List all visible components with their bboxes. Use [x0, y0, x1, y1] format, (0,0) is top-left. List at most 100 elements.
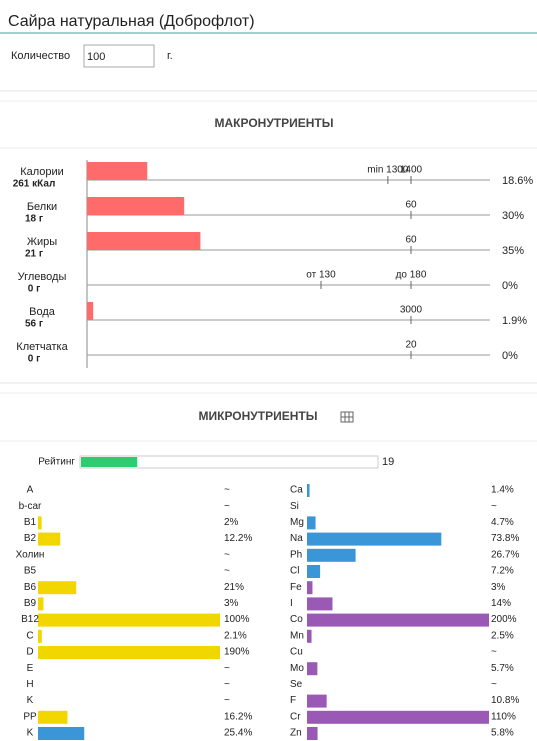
micro-name: Na — [290, 533, 303, 544]
micro-label: ~ — [224, 566, 230, 577]
percent-label: 1.9% — [502, 315, 527, 327]
micro-name: Si — [290, 501, 299, 512]
micro-label: 1.4% — [491, 485, 514, 496]
micro-bar — [38, 597, 44, 611]
micro-name: Mg — [290, 517, 304, 528]
micro-bar — [307, 629, 312, 643]
norm-label: до 180 — [396, 270, 427, 281]
micro-label: ~ — [224, 549, 230, 560]
micro-bar — [38, 710, 68, 724]
macro-bar — [87, 197, 185, 215]
micro-label: ~ — [491, 501, 497, 512]
micro-label: 21% — [224, 582, 244, 593]
micro-bar — [307, 484, 310, 497]
micro-name: F — [290, 695, 296, 706]
micro-label: 26.7% — [491, 549, 519, 560]
micro-name: K — [27, 695, 34, 706]
micro-label: 14% — [491, 598, 511, 609]
micro-bar — [38, 646, 220, 659]
percent-label: 30% — [502, 210, 524, 222]
nutrient-amount: 18 г — [25, 214, 43, 225]
micro-bar — [307, 532, 442, 546]
micro-name: B6 — [24, 582, 37, 593]
micro-label: ~ — [224, 663, 230, 674]
quantity-unit: г. — [167, 50, 173, 62]
micro-bar — [38, 613, 220, 627]
micro-label: 2.5% — [491, 630, 514, 641]
micro-label: 5.8% — [491, 728, 514, 739]
micro-label: 73.8% — [491, 533, 519, 544]
micro-bar — [307, 548, 356, 562]
macro-bar — [87, 162, 148, 180]
micro-label: 190% — [224, 647, 250, 658]
section-title: МАКРОНУТРИЕНТЫ — [214, 116, 333, 130]
micro-name: Mo — [290, 663, 304, 674]
nutrient-name: Белки — [27, 201, 57, 213]
micro-name: Fe — [290, 582, 302, 593]
bar-column — [38, 516, 220, 740]
quantity-label: Количество — [11, 50, 70, 62]
norm-label: 60 — [405, 200, 417, 211]
micro-name: Cl — [290, 566, 299, 577]
rating-track — [79, 455, 379, 469]
nutrient-amount: 0 г — [28, 354, 41, 365]
norm-label: 3000 — [400, 305, 423, 316]
micro-bar — [307, 727, 318, 740]
micro-bar — [307, 710, 489, 724]
norm-label: 20 — [405, 340, 417, 351]
micro-label: 100% — [224, 614, 250, 625]
nutrient-name: Вода — [29, 306, 56, 318]
micro-name: I — [290, 598, 293, 609]
table-icon[interactable] — [340, 411, 354, 423]
micro-name: B1 — [24, 517, 37, 528]
nutrient-name: Клетчатка — [16, 341, 68, 353]
micro-name: Ca — [290, 485, 303, 496]
percent-label: 0% — [502, 280, 518, 292]
micro-label: 16.2% — [224, 711, 252, 722]
micro-name: Co — [290, 614, 303, 625]
micro-name: H — [26, 679, 33, 690]
micro-name: E — [27, 663, 34, 674]
micro-bar — [38, 532, 61, 546]
quantity-input[interactable] — [83, 44, 155, 68]
micro-bar — [307, 613, 489, 627]
micro-bar — [38, 581, 77, 595]
micro-name: Zn — [290, 728, 302, 739]
micro-name: PP — [23, 711, 37, 722]
norm-label: от 130 — [306, 270, 336, 281]
micro-name: D — [26, 647, 33, 658]
micro-name: B2 — [24, 533, 37, 544]
micro-label: ~ — [224, 695, 230, 706]
micro-label: 200% — [491, 614, 517, 625]
nutrient-amount: 261 кКал — [13, 179, 56, 190]
macro-bar — [87, 232, 201, 250]
micro-bar — [38, 629, 42, 643]
micro-bar — [38, 727, 85, 740]
micro-name: B12 — [21, 614, 39, 625]
micro-bar — [307, 694, 327, 708]
micro-label: ~ — [491, 647, 497, 658]
micro-name: B9 — [24, 598, 37, 609]
micro-label: 7.2% — [491, 566, 514, 577]
micro-label: ~ — [224, 501, 230, 512]
nutrient-name: Жиры — [27, 236, 57, 248]
micro-name: Cu — [290, 647, 303, 658]
micro-label: 3% — [224, 598, 239, 609]
rating-label: Рейтинг — [38, 457, 75, 468]
micro-bar — [307, 597, 333, 611]
micro-label: 5.7% — [491, 663, 514, 674]
micro-label: ~ — [224, 485, 230, 496]
micro-label: ~ — [224, 679, 230, 690]
norm-label: 60 — [405, 235, 417, 246]
micro-label: 12.2% — [224, 533, 252, 544]
micro-label: 110% — [491, 711, 516, 722]
micro-bar — [307, 662, 318, 676]
section-title: МИКРОНУТРИЕНТЫ — [199, 409, 318, 423]
quantity-value: 100 — [87, 51, 105, 63]
nutrient-amount: 0 г — [28, 284, 41, 295]
micro-label: 2.1% — [224, 630, 247, 641]
micro-name: b-car — [19, 501, 42, 512]
micro-name: C — [26, 630, 33, 641]
